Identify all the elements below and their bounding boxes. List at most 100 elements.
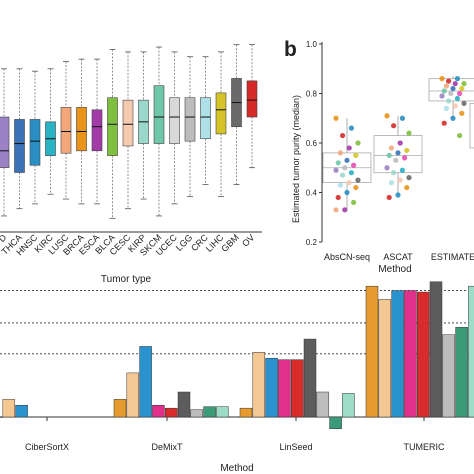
method-data-point — [404, 147, 410, 154]
method-data-point — [393, 157, 399, 163]
method-bar — [316, 391, 330, 418]
box-iqr — [200, 97, 211, 140]
method-box-clipped — [469, 103, 474, 149]
method-data-point — [397, 177, 403, 183]
box-iqr — [184, 97, 196, 142]
panel-b-y-tick-label: 0.4 — [306, 189, 318, 198]
method-data-point — [439, 76, 445, 82]
box-iqr — [76, 107, 87, 152]
method-bar — [365, 285, 379, 418]
method-data-point — [335, 160, 341, 166]
method-bar — [378, 299, 392, 418]
method-data-point — [384, 113, 390, 119]
method-data-point — [461, 100, 467, 106]
box-iqr — [107, 97, 118, 156]
method-data-point — [337, 182, 343, 188]
method-data-point — [388, 180, 394, 186]
method-bar — [342, 393, 355, 418]
method-data-point — [402, 155, 408, 161]
panel-b-y-tick-label: 0.6 — [306, 139, 318, 148]
method-bar — [455, 327, 468, 418]
box-iqr — [60, 107, 72, 154]
panel-c-tick-label: DeMixT — [152, 442, 184, 452]
method-data-point — [461, 81, 467, 87]
tumor-type-tick-label: D — [0, 232, 9, 244]
box-iqr — [246, 80, 258, 118]
method-box — [428, 78, 474, 102]
method-data-point — [353, 152, 359, 158]
method-data-point — [388, 145, 394, 151]
method-data-point — [452, 81, 458, 87]
tumor-purity-boxplot: DTHCAHNSCKIRCLUSCBRCAESCABLCACESCKIRPSKC… — [0, 44, 262, 258]
method-data-point — [448, 90, 454, 97]
method-bar — [0, 416, 3, 418]
method-bar — [203, 406, 216, 418]
method-data-point — [344, 189, 350, 196]
method-bar — [113, 399, 127, 418]
method-data-point — [335, 194, 341, 201]
method-data-point — [439, 93, 445, 99]
method-data-point — [450, 85, 456, 92]
method-bar — [442, 334, 456, 418]
method-data-point — [443, 105, 449, 111]
method-data-point — [386, 152, 392, 158]
method-data-point — [443, 83, 449, 89]
method-data-point — [446, 98, 452, 104]
method-data-point — [450, 115, 456, 121]
method-data-point — [348, 170, 354, 176]
method-data-point — [395, 150, 401, 156]
panel-b-y-tick-label: 0.2 — [306, 238, 318, 247]
method-data-point — [459, 85, 465, 92]
panel-c-tick-label: LinSeed — [279, 442, 312, 452]
box-iqr — [215, 92, 227, 135]
method-data-point — [399, 115, 405, 121]
method-data-point — [344, 157, 350, 163]
method-bar — [152, 404, 165, 418]
box-iqr — [0, 116, 10, 168]
method-data-point — [441, 88, 447, 94]
method-bar — [239, 407, 253, 418]
method-data-point — [333, 167, 339, 173]
method-data-point — [340, 172, 346, 178]
method-tick-label: ASCAT — [383, 252, 413, 262]
method-data-point — [342, 165, 348, 171]
method-data-point — [346, 145, 352, 151]
panel-b-y-tick-label: 0.8 — [306, 90, 318, 99]
method-bar — [15, 404, 28, 418]
method-bar — [429, 281, 443, 418]
panel-b-xlabel: Method — [378, 264, 411, 275]
method-data-point — [351, 162, 357, 168]
method-data-point — [337, 150, 343, 156]
method-bar — [139, 346, 152, 418]
method-bar — [265, 357, 278, 418]
method-bar — [216, 406, 229, 418]
method-bar — [164, 407, 178, 418]
method-data-point — [355, 140, 361, 146]
method-tick-label: ESTIMATE — [431, 252, 474, 262]
panel-b-y-tick-label: 1.0 — [306, 40, 318, 49]
box-iqr — [14, 119, 25, 173]
panel-c-tick-label: CiberSortX — [25, 442, 69, 452]
panel-a-xlabel: Tumor type — [101, 274, 152, 285]
method-tick-label: AbsCN-seq — [324, 252, 370, 262]
method-bar — [416, 291, 430, 418]
method-bar — [190, 409, 204, 418]
method-bar — [391, 290, 404, 418]
method-bar — [2, 399, 16, 418]
method-data-point — [459, 110, 465, 116]
method-data-point — [340, 132, 346, 139]
panel-c-xlabel: Method — [220, 463, 253, 474]
method-data-point — [342, 207, 348, 213]
method-data-point — [457, 132, 463, 139]
method-data-point — [454, 95, 460, 102]
method-bar — [329, 416, 342, 430]
method-data-point — [457, 90, 463, 97]
method-bar — [290, 359, 304, 418]
method-box — [373, 135, 423, 174]
box-iqr — [169, 97, 180, 144]
method-bar — [303, 338, 317, 418]
method-data-point — [348, 125, 354, 131]
box-iqr — [122, 99, 134, 147]
method-data-point — [353, 184, 359, 191]
